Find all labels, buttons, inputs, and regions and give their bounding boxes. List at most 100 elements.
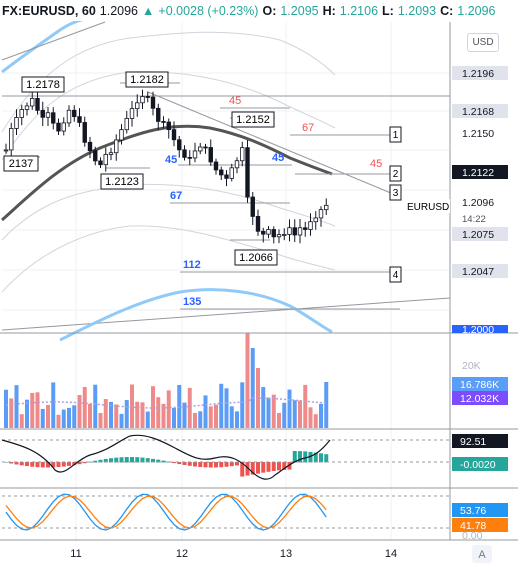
candle-body <box>166 121 171 131</box>
swing-label-3: 1.2152 <box>236 114 270 126</box>
candles <box>3 89 329 244</box>
candle-body <box>229 167 234 179</box>
candle-body <box>114 139 119 154</box>
volume-axis-label: 20K <box>462 360 481 372</box>
macd-bar <box>30 462 35 467</box>
stoch-axis-label: 0.00 <box>462 530 483 542</box>
price-tick-1096: 1.2096 <box>462 197 494 209</box>
volume-bar <box>46 404 50 428</box>
macd-bar <box>98 459 103 463</box>
volume-bar <box>140 402 145 428</box>
macd-bar <box>308 451 313 463</box>
macd-bar <box>319 453 323 463</box>
macd-bar <box>250 462 255 475</box>
volume-ma-value: 12.032K <box>460 393 499 405</box>
volume-bar <box>193 412 197 428</box>
candle-body <box>255 216 261 232</box>
stoch-axis[interactable]: 53.76 41.78 0.00 <box>452 503 508 542</box>
candle-body <box>161 121 166 123</box>
last-price: 1.2096 <box>99 4 139 18</box>
macd-bar <box>177 462 182 465</box>
auto-scale-button[interactable] <box>472 545 492 563</box>
volume-bar <box>287 389 292 428</box>
level-box-3-label: 3 <box>393 188 399 199</box>
macd-bar <box>219 462 224 468</box>
macd-bar <box>124 457 129 463</box>
volume-bar <box>88 403 92 428</box>
level-box-4[interactable] <box>389 266 402 283</box>
countdown: 14:22 <box>462 214 486 225</box>
volume-bar <box>30 392 35 428</box>
candle-body <box>266 229 271 235</box>
volume-bar <box>35 392 40 428</box>
stoch-d-line <box>5 495 327 529</box>
time-axis[interactable]: 11 12 13 14 <box>70 548 397 560</box>
macd-bar <box>82 462 87 464</box>
pane-separators <box>0 22 518 541</box>
candle-body <box>119 129 124 141</box>
volume-bar <box>214 404 218 428</box>
candle-body <box>140 96 145 104</box>
candle-body <box>292 227 297 236</box>
volume-bar <box>56 414 61 428</box>
price-axis[interactable]: 1.2196 1.2168 1.2150 1.2122 1.2096 14:22… <box>452 66 508 336</box>
candle-body <box>87 141 93 152</box>
low-label: L: <box>382 4 394 18</box>
macd-bar <box>235 462 239 466</box>
volume-bar <box>98 413 103 428</box>
stoch-k-line <box>5 493 327 531</box>
candle-body <box>271 229 276 238</box>
open-value: 1.2095 <box>280 4 319 18</box>
candle-body <box>9 128 14 151</box>
volume-bar <box>72 405 77 428</box>
volume-bar <box>40 408 45 428</box>
volume-bar <box>4 389 8 428</box>
fib-blue-3: 67 <box>170 190 182 202</box>
level-box-2[interactable] <box>389 165 402 182</box>
macd-bar <box>313 452 318 463</box>
candle-body <box>124 118 129 131</box>
macd-bar <box>256 462 260 474</box>
level-box-3[interactable] <box>389 184 402 201</box>
volume-bar <box>82 386 87 428</box>
volume-ma-line <box>5 397 327 409</box>
candle-body <box>324 204 329 211</box>
volume-axis[interactable]: 20K 16.786K 12.032K <box>452 360 508 405</box>
macd-bar <box>145 458 150 463</box>
candle-body <box>40 109 45 118</box>
symbol-title[interactable]: FX:EURUSD, 60 <box>2 4 96 18</box>
macd-bar <box>292 451 297 463</box>
macd-bar <box>9 462 14 464</box>
volume-bar <box>313 414 318 428</box>
swing-label-5: 1.2123 <box>105 176 139 188</box>
trend-lines <box>1 21 451 331</box>
swing-label-4: 2137 <box>9 158 33 170</box>
macd-bar <box>93 460 98 463</box>
level-box-1[interactable] <box>389 126 402 143</box>
candle-body <box>297 227 303 236</box>
macd-bar <box>140 457 145 463</box>
candle-body <box>56 122 61 132</box>
candle-body <box>308 221 313 230</box>
volume-bar <box>61 409 66 428</box>
fib-blue-1: 45 <box>165 154 177 166</box>
main-grid <box>2 22 450 540</box>
macd-bar <box>187 462 192 466</box>
fib-red-3: 45 <box>370 158 382 170</box>
candle-body <box>145 96 150 98</box>
candle-body <box>150 96 156 109</box>
time-label-14: 14 <box>385 548 397 560</box>
volume-bar <box>182 402 187 428</box>
high-label: H: <box>322 4 336 18</box>
volume-bar <box>172 407 176 428</box>
macd-axis[interactable]: 92.51 -0.0020 <box>452 434 508 471</box>
macd-bar <box>156 459 161 463</box>
candle-body <box>93 150 98 162</box>
candle-body <box>35 98 40 111</box>
open-label: O: <box>262 4 277 18</box>
currency-button[interactable]: USD <box>467 33 499 52</box>
macd-bar <box>40 462 45 468</box>
macd-histogram <box>4 451 329 477</box>
volume-bar <box>103 399 108 428</box>
